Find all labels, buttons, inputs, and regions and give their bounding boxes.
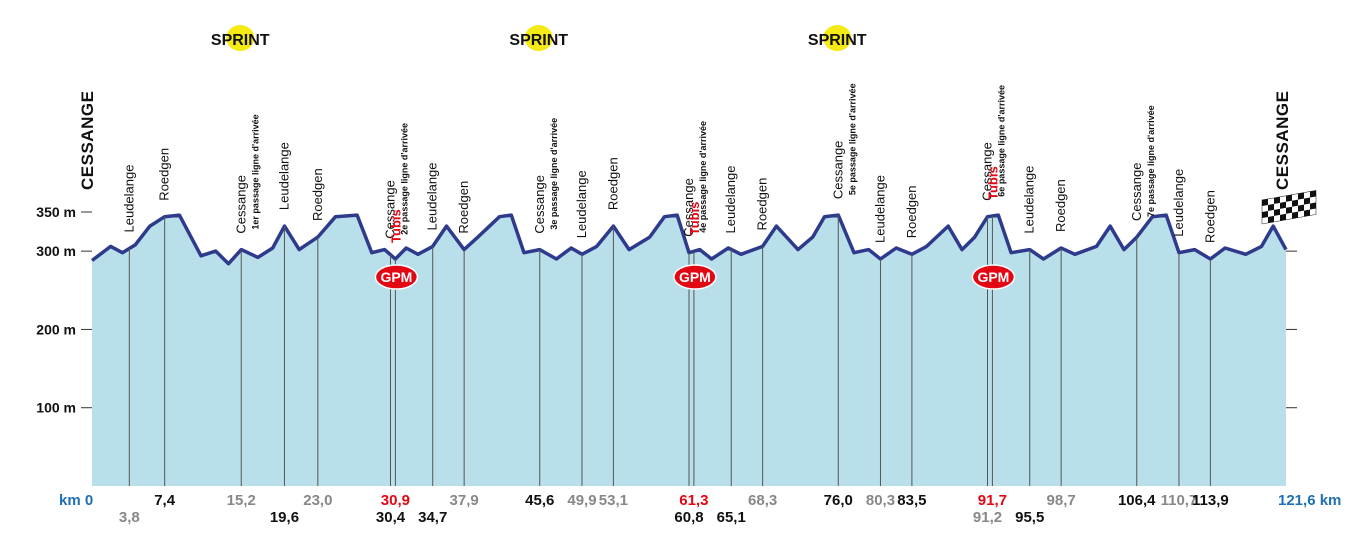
- gpm-badge: [971, 264, 1016, 290]
- km-label: 113,9: [1192, 492, 1229, 509]
- km-label: 19,6: [270, 509, 299, 526]
- place-label: Cessange: [830, 141, 845, 200]
- km-label: 83,5: [897, 492, 926, 509]
- y-tick-label: 100 m: [36, 400, 76, 416]
- sprint-badge-bg: [524, 25, 553, 51]
- gpm-label: GPM: [380, 269, 412, 285]
- place-label: Leudelange: [425, 162, 440, 230]
- km-end-label: 121,6 km: [1278, 492, 1341, 509]
- km-label: 98,7: [1047, 492, 1076, 509]
- km-label: 53,1: [599, 492, 628, 509]
- km-label: 49,9: [567, 492, 596, 509]
- passage-label: 1er passage ligne d'arrivée: [250, 114, 260, 229]
- place-label: Leudelange: [574, 170, 589, 238]
- km-label: 106,4: [1118, 492, 1156, 509]
- gpm-label: GPM: [679, 269, 711, 285]
- place-label: Leudelange: [723, 165, 738, 233]
- place-label: Leudelange: [1171, 169, 1186, 237]
- y-tick-label: 350 m: [36, 204, 76, 220]
- y-tick-label: 300 m: [36, 243, 76, 259]
- km-label: 30,4: [376, 509, 406, 526]
- km-label: 30,9: [381, 492, 410, 509]
- gpm-badge: [374, 264, 419, 290]
- passage-label: 4e passage ligne d'arrivée: [698, 121, 708, 233]
- passage-label: 7e passage ligne d'arrivée: [1146, 105, 1156, 217]
- checkered-flag-icon: [1261, 190, 1317, 225]
- place-label: Roedgen: [755, 178, 770, 231]
- start-place-label: CESSANGE: [78, 91, 97, 190]
- km-label: 60,8: [674, 509, 703, 526]
- place-label: Roedgen: [310, 168, 325, 221]
- km-label: 110,7: [1161, 492, 1198, 509]
- place-label: Leudelange: [121, 165, 136, 233]
- sprint-label: SPRINT: [211, 32, 270, 49]
- km-label: 45,6: [525, 492, 554, 509]
- km-label: 3,8: [119, 509, 140, 526]
- km-label: 37,9: [450, 492, 479, 509]
- km-label: 68,3: [748, 492, 777, 509]
- y-axis: 350 m 300 m 200 m 100 m: [36, 204, 1297, 416]
- km-label: 91,2: [973, 509, 1002, 526]
- km-label: 15,2: [227, 492, 256, 509]
- sprint-badge-bg: [226, 25, 255, 51]
- sprint-label: SPRINT: [509, 32, 568, 49]
- place-label: Roedgen: [904, 185, 919, 238]
- tubis-label: Tubis: [687, 202, 702, 236]
- place-label: Cessange: [233, 175, 248, 234]
- km-label: 65,1: [717, 509, 746, 526]
- place-label: Roedgen: [1202, 190, 1217, 243]
- place-label: Roedgen: [605, 157, 620, 210]
- place-label: Cessange: [681, 178, 696, 237]
- tubis-label: Tubis: [388, 209, 403, 243]
- gpm-label: GPM: [977, 269, 1009, 285]
- place-label: Roedgen: [157, 148, 172, 201]
- km-start-label: km 0: [59, 492, 93, 509]
- sprint-badge-bg: [823, 25, 852, 51]
- gpm-badge: [673, 264, 717, 290]
- place-label: Leudelange: [276, 142, 291, 210]
- finish-place-label: CESSANGE: [1273, 91, 1292, 190]
- km-label: 34,7: [418, 509, 447, 526]
- tubis-label: Tubis: [985, 166, 1000, 200]
- passage-label: 2e passage ligne d'arrivée: [400, 123, 410, 235]
- km-label: 95,5: [1015, 509, 1044, 526]
- km-label: 23,0: [303, 492, 332, 509]
- place-label: Leudelange: [1022, 166, 1037, 234]
- place-label: Cessange: [383, 180, 398, 239]
- place-label: Leudelange: [872, 175, 887, 243]
- km-label: 61,3: [679, 492, 708, 509]
- passage-label: 6e passage ligne d'arrivée: [997, 85, 1007, 197]
- place-label: Cessange: [532, 175, 547, 234]
- y-tick-label: 200 m: [36, 321, 76, 337]
- checkpoint-markers: [128, 215, 1211, 486]
- km-label: 76,0: [824, 492, 853, 509]
- km-label: 7,4: [154, 492, 176, 509]
- elevation-line: [90, 213, 1288, 266]
- passage-label: 5e passage ligne d'arrivée: [847, 83, 857, 195]
- place-label: Cessange: [980, 142, 995, 201]
- passage-label: 3e passage ligne d'arrivée: [549, 118, 559, 230]
- sprint-label: SPRINT: [808, 32, 867, 49]
- place-label: Cessange: [1129, 163, 1144, 222]
- km-label: 91,7: [978, 492, 1007, 509]
- km-label: 80,3: [866, 492, 895, 509]
- badges: GPM GPM GPM SPRINT SPRINT SPRINT: [211, 25, 1016, 290]
- place-label: Roedgen: [1053, 179, 1068, 232]
- place-label: Roedgen: [456, 181, 471, 234]
